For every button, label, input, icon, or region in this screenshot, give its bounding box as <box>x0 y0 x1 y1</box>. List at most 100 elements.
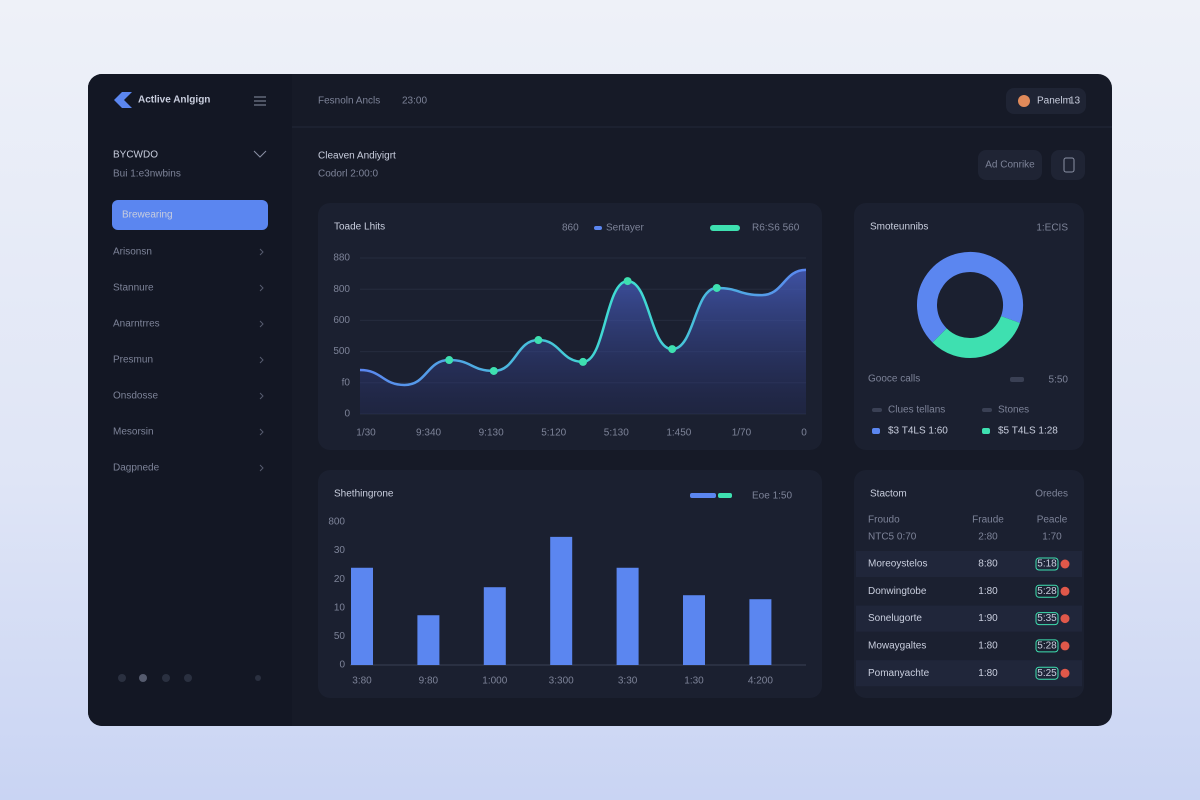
row-bg <box>856 605 1082 632</box>
y-tick-label: 600 <box>333 315 350 326</box>
page-title: Cleaven Andiyigrt <box>318 151 396 162</box>
status-dot <box>1060 559 1070 569</box>
active-nav[interactable] <box>112 200 268 230</box>
x-tick-label: 1:450 <box>666 428 691 439</box>
status-value: 5:25 <box>1037 668 1057 679</box>
y-tick-label: f0 <box>342 377 351 388</box>
status-badge <box>1035 612 1059 626</box>
x-tick-label: 4:200 <box>748 676 773 687</box>
footer-dot <box>139 674 147 682</box>
nav-chevron <box>259 428 264 436</box>
legend-text: 860 <box>562 223 579 234</box>
nav-chevron <box>259 284 264 292</box>
status-dot <box>1060 668 1070 678</box>
chart-title: Toade Lhits <box>334 222 385 233</box>
nav-chevron <box>259 248 264 256</box>
donut-segment <box>932 315 1020 358</box>
table-cell: 1:80 <box>978 641 998 652</box>
row-bg <box>856 660 1082 687</box>
table-cell: 2:80 <box>978 532 998 543</box>
status-dot <box>1060 641 1070 651</box>
bar <box>417 615 440 665</box>
legend-swatch <box>690 493 716 498</box>
nav-chevron <box>259 356 264 364</box>
logo-icon <box>114 92 132 108</box>
y-tick-label: 10 <box>334 602 346 613</box>
bar <box>483 587 506 665</box>
y-tick-label: 30 <box>334 545 346 556</box>
status-dot <box>1060 614 1070 624</box>
x-tick-label: 1:30 <box>684 676 704 687</box>
button-label[interactable]: Ad Conrike <box>985 160 1035 171</box>
footer-dot <box>118 674 126 682</box>
bar <box>616 567 639 665</box>
footer-dot <box>184 674 192 682</box>
user-name: Panelm <box>1037 96 1071 107</box>
x-tick-label: 5:120 <box>541 428 566 439</box>
avatar <box>1018 95 1030 107</box>
icon-button[interactable] <box>1051 150 1085 180</box>
table-cell: Pomanyachte <box>868 668 930 679</box>
x-tick-label: 1:000 <box>482 676 507 687</box>
nav-chevron <box>259 464 264 472</box>
legend-text: Stones <box>998 405 1029 416</box>
y-tick-label: 800 <box>333 284 350 295</box>
line <box>359 268 807 387</box>
table-title: Stactom <box>870 489 907 500</box>
point <box>579 357 587 366</box>
legend-swatch <box>982 428 990 434</box>
area <box>360 269 806 414</box>
legend-text: Clues tellans <box>888 405 945 416</box>
sidebar <box>88 74 292 726</box>
caption: Gooce calls <box>868 374 920 385</box>
logo-text: Actlive Anlgign <box>138 95 210 106</box>
status-value: 5:35 <box>1037 613 1057 624</box>
breadcrumb: Fesnoln Ancls <box>318 96 380 107</box>
table-cell: Moreoystelos <box>868 559 927 570</box>
table-link[interactable]: Oredes <box>1035 489 1068 500</box>
nav-item[interactable]: Arisonsn <box>113 247 152 258</box>
row-bg <box>856 551 1082 577</box>
segment-label: $5 T4LS 1:28 <box>998 426 1058 437</box>
nav-item[interactable]: Anarntrres <box>113 319 160 330</box>
x-tick-label: 1/30 <box>356 428 376 439</box>
nav-item[interactable]: Dagpnede <box>113 463 160 474</box>
action-button[interactable] <box>978 150 1042 180</box>
nav-item[interactable]: Mesorsin <box>113 427 154 438</box>
nav-item[interactable]: Stannure <box>113 283 154 294</box>
table-card <box>854 470 1084 698</box>
icon <box>1063 157 1075 173</box>
footer-dot <box>255 675 261 681</box>
legend-swatch <box>982 408 992 412</box>
bar <box>550 536 573 665</box>
x-tick-label: 3:300 <box>549 676 574 687</box>
legend-text: R6:S6 560 <box>752 223 800 234</box>
table-cell: 1:70 <box>1042 532 1062 543</box>
bar <box>351 567 373 665</box>
point <box>623 277 632 286</box>
caption-value: 5:50 <box>1049 375 1069 386</box>
status-badge <box>1035 584 1059 598</box>
column-header: Froudo <box>868 515 900 526</box>
point <box>489 366 498 375</box>
nav-item[interactable]: Presmun <box>113 355 153 366</box>
nav-chevron <box>259 392 264 400</box>
chevron[interactable] <box>253 150 267 158</box>
status-dot <box>1060 586 1070 596</box>
legend-text: Sertayer <box>606 223 644 234</box>
user-chip[interactable] <box>1006 88 1086 114</box>
y-tick-label: 500 <box>333 346 350 357</box>
legend-swatch <box>872 428 880 434</box>
menu-icon[interactable] <box>254 96 266 106</box>
point <box>668 345 677 354</box>
table-cell: Mowaygaltes <box>868 641 926 652</box>
table-cell: 1:80 <box>978 586 998 597</box>
x-tick-label: 3:30 <box>618 676 638 687</box>
card-link[interactable]: 1:ECIS <box>1036 223 1068 234</box>
workspace-sub: Bui 1:e3nwbins <box>113 169 181 180</box>
legend-swatch <box>872 408 882 412</box>
y-tick-label: 800 <box>328 517 345 528</box>
x-tick-label: 9:80 <box>419 676 439 687</box>
nav-item[interactable]: Onsdosse <box>113 391 158 402</box>
bar <box>749 599 772 665</box>
